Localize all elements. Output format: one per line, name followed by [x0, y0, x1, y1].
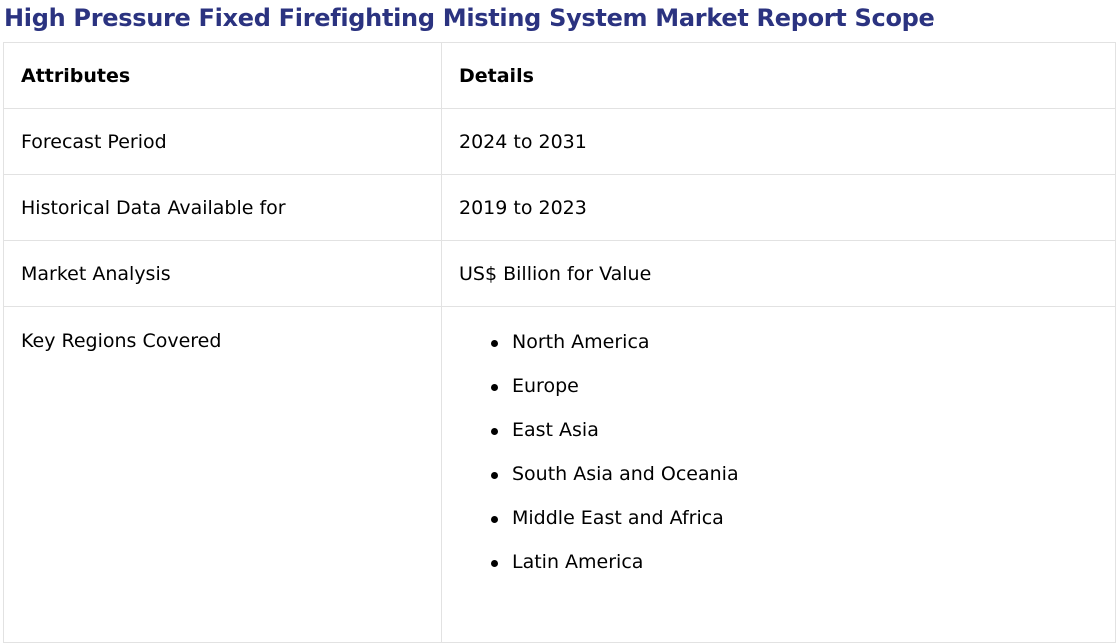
- list-item: Middle East and Africa: [491, 505, 1115, 549]
- page-title: High Pressure Fixed Firefighting Misting…: [4, 4, 935, 32]
- detail-historical-data: 2019 to 2023: [441, 174, 1116, 241]
- detail-key-regions: North America Europe East Asia South Asi…: [441, 306, 1116, 643]
- header-attributes: Attributes: [3, 42, 442, 109]
- list-item: South Asia and Oceania: [491, 461, 1115, 505]
- list-item: Europe: [491, 373, 1115, 417]
- list-item: Latin America: [491, 549, 1115, 593]
- attribute-historical-data: Historical Data Available for: [3, 174, 442, 241]
- table-row: Forecast Period 2024 to 2031: [3, 108, 1116, 175]
- table-row: Historical Data Available for 2019 to 20…: [3, 174, 1116, 241]
- attribute-forecast-period: Forecast Period: [3, 108, 442, 175]
- attribute-key-regions: Key Regions Covered: [3, 306, 442, 643]
- attribute-market-analysis: Market Analysis: [3, 240, 442, 307]
- table-row: Key Regions Covered North America Europe…: [3, 306, 1116, 643]
- list-item: East Asia: [491, 417, 1115, 461]
- report-scope-table: Attributes Details Forecast Period 2024 …: [3, 42, 1116, 643]
- table-row: Market Analysis US$ Billion for Value: [3, 240, 1116, 307]
- table-header-row: Attributes Details: [3, 42, 1116, 109]
- detail-forecast-period: 2024 to 2031: [441, 108, 1116, 175]
- list-item: North America: [491, 329, 1115, 373]
- detail-market-analysis: US$ Billion for Value: [441, 240, 1116, 307]
- regions-list: North America Europe East Asia South Asi…: [459, 329, 1115, 593]
- header-details: Details: [441, 42, 1116, 109]
